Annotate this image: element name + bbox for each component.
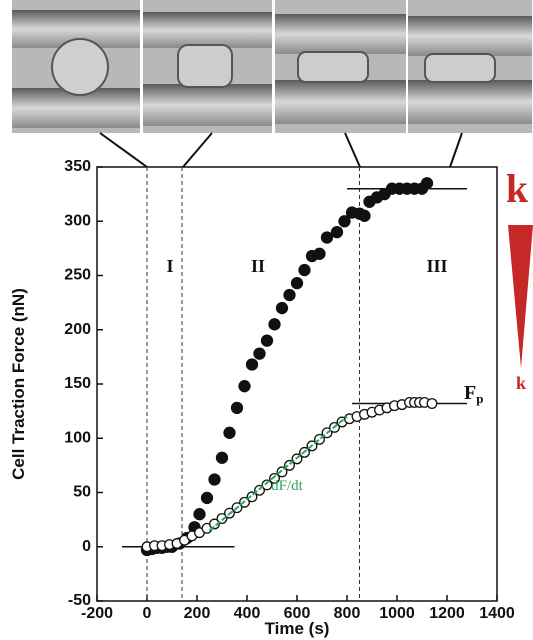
plot-frame <box>96 166 498 602</box>
x-tick-label: -200 <box>81 605 113 622</box>
y-tick-label: 0 <box>82 538 91 555</box>
data-point <box>358 209 371 222</box>
data-point <box>223 426 236 439</box>
data-point <box>208 473 221 486</box>
stiffness-label-small: k <box>516 373 526 393</box>
data-point <box>290 276 304 290</box>
data-point <box>268 318 281 331</box>
force-label: Fp <box>464 382 483 406</box>
connector-lines <box>99 132 463 168</box>
x-tick-label: 1400 <box>479 605 515 622</box>
data-point <box>283 288 296 302</box>
x-tick-label: 800 <box>334 605 361 622</box>
stiffness-indicator: k k <box>506 166 533 393</box>
force-label-subscript: p <box>476 391 483 406</box>
data-point <box>320 231 334 244</box>
data-point <box>313 247 326 260</box>
data-point <box>269 472 280 484</box>
region-label: II <box>251 256 265 276</box>
y-tick-label: 200 <box>64 321 91 338</box>
x-tick-label: 600 <box>284 605 311 622</box>
y-tick-label: 300 <box>64 212 91 229</box>
data-point <box>230 401 244 415</box>
x-axis-label: Time (s) <box>265 619 330 638</box>
x-tick-label: 200 <box>184 605 211 622</box>
micrograph-2 <box>143 0 272 133</box>
data-point <box>253 347 266 360</box>
y-tick-label: 250 <box>64 267 91 284</box>
data-point <box>200 491 214 505</box>
y-tick-label: 350 <box>64 158 91 175</box>
x-tick-label: 1200 <box>429 605 465 622</box>
data-point <box>238 380 251 393</box>
stiffness-label-large: k <box>506 166 529 211</box>
data-point <box>209 518 220 530</box>
region-label: III <box>426 256 447 276</box>
y-tick-label: -50 <box>68 592 91 609</box>
fit-line <box>208 415 348 532</box>
data-point <box>426 398 438 409</box>
data-point <box>245 358 259 371</box>
y-tick-label: 150 <box>64 375 91 392</box>
data-point <box>193 508 206 521</box>
data-point <box>298 263 311 277</box>
data-point <box>275 301 289 315</box>
micrograph-4 <box>408 0 532 133</box>
micrograph-3 <box>275 0 406 133</box>
micrograph-1 <box>12 0 140 133</box>
data-point <box>260 334 274 347</box>
y-axis-label: Cell Traction Force (nN) <box>9 288 28 480</box>
data-point <box>215 451 229 464</box>
y-tick-label: 50 <box>73 484 91 501</box>
x-tick-label: 0 <box>143 605 152 622</box>
stiffness-triangle <box>508 225 533 368</box>
force-label-main: F <box>464 382 476 404</box>
x-tick-label: 1000 <box>379 605 415 622</box>
fit-label: dF/dt <box>271 478 304 494</box>
micrographs <box>12 0 532 168</box>
data-point <box>330 225 344 239</box>
data-point <box>261 479 273 491</box>
region-label: I <box>166 256 173 276</box>
data-point <box>420 177 434 190</box>
y-tick-label: 100 <box>64 429 91 446</box>
data-point <box>338 215 351 228</box>
x-tick-label: 400 <box>234 605 261 622</box>
